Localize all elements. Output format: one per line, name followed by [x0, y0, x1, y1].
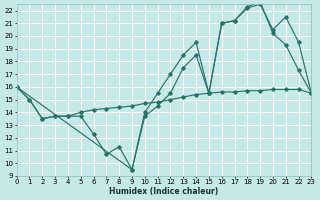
- X-axis label: Humidex (Indice chaleur): Humidex (Indice chaleur): [109, 187, 219, 196]
